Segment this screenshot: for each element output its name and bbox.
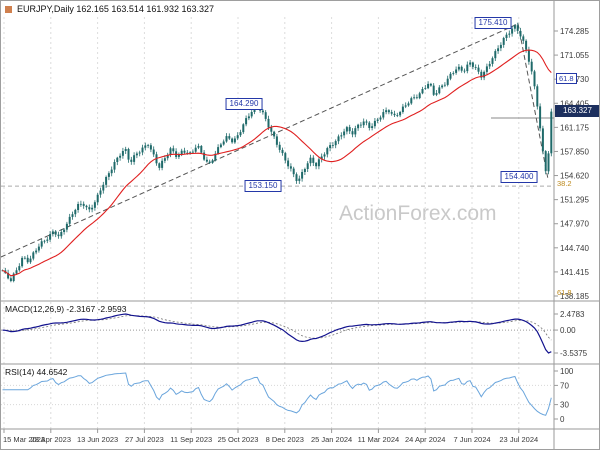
svg-text:174.285: 174.285	[560, 27, 589, 36]
svg-text:11 Sep 2023: 11 Sep 2023	[170, 435, 212, 444]
svg-text:100: 100	[560, 367, 574, 376]
svg-text:23 Jul 2024: 23 Jul 2024	[499, 435, 538, 444]
candlesticks	[1, 22, 553, 283]
svg-text:28 Apr 2023: 28 Apr 2023	[31, 435, 71, 444]
svg-text:27 Jul 2023: 27 Jul 2023	[125, 435, 164, 444]
svg-text:15 Mar 2023: 15 Mar 2023	[3, 435, 45, 444]
svg-text:141.415: 141.415	[560, 268, 589, 277]
svg-text:30: 30	[560, 401, 569, 410]
svg-text:-3.5375: -3.5375	[560, 349, 588, 358]
svg-text:2.4783: 2.4783	[560, 310, 585, 319]
rsi-indicator-label: RSI(14) 44.6542	[5, 367, 68, 377]
rsi-panel: 100 70 30 0	[1, 367, 574, 424]
svg-text:157.850: 157.850	[560, 147, 589, 156]
trendlines	[1, 23, 549, 258]
svg-text:138.185: 138.185	[560, 292, 589, 301]
price-axis: 174.285 171.055 167.730 164.405 161.175 157.8…	[554, 27, 589, 301]
svg-text:25 Jan 2024: 25 Jan 2024	[311, 435, 352, 444]
svg-text:154.620: 154.620	[560, 172, 589, 181]
chart-title-bar: EURJPY,Daily 162.165 163.514 161.932 163…	[5, 4, 214, 14]
svg-text:11 Mar 2024: 11 Mar 2024	[358, 435, 400, 444]
svg-text:24 Apr 2024: 24 Apr 2024	[405, 435, 445, 444]
svg-text:25 Oct 2023: 25 Oct 2023	[218, 435, 259, 444]
macd-panel: 2.4783 0.00 -3.5375	[1, 310, 588, 358]
macd-indicator-label: MACD(12,26,9) -2.3167 -2.9593	[5, 304, 127, 314]
gridlines	[3, 17, 520, 429]
svg-text:0.00: 0.00	[560, 326, 576, 335]
svg-text:13 Jun 2023: 13 Jun 2023	[77, 435, 118, 444]
svg-text:0: 0	[560, 415, 565, 424]
svg-text:164.405: 164.405	[560, 99, 589, 108]
horizontal-levels	[1, 117, 554, 187]
symbol-marker-icon	[5, 5, 12, 13]
svg-text:144.740: 144.740	[560, 244, 589, 253]
svg-text:151.295: 151.295	[560, 196, 589, 205]
svg-text:167.730: 167.730	[560, 75, 589, 84]
svg-text:8 Dec 2023: 8 Dec 2023	[266, 435, 304, 444]
svg-text:7 Jun 2024: 7 Jun 2024	[453, 435, 490, 444]
moving-average-line	[2, 49, 552, 277]
svg-text:70: 70	[560, 381, 569, 390]
chart-title: EURJPY,Daily 162.165 163.514 161.932 163…	[17, 4, 214, 14]
svg-text:147.970: 147.970	[560, 220, 589, 229]
svg-text:171.055: 171.055	[560, 51, 589, 60]
svg-text:161.175: 161.175	[560, 123, 589, 132]
